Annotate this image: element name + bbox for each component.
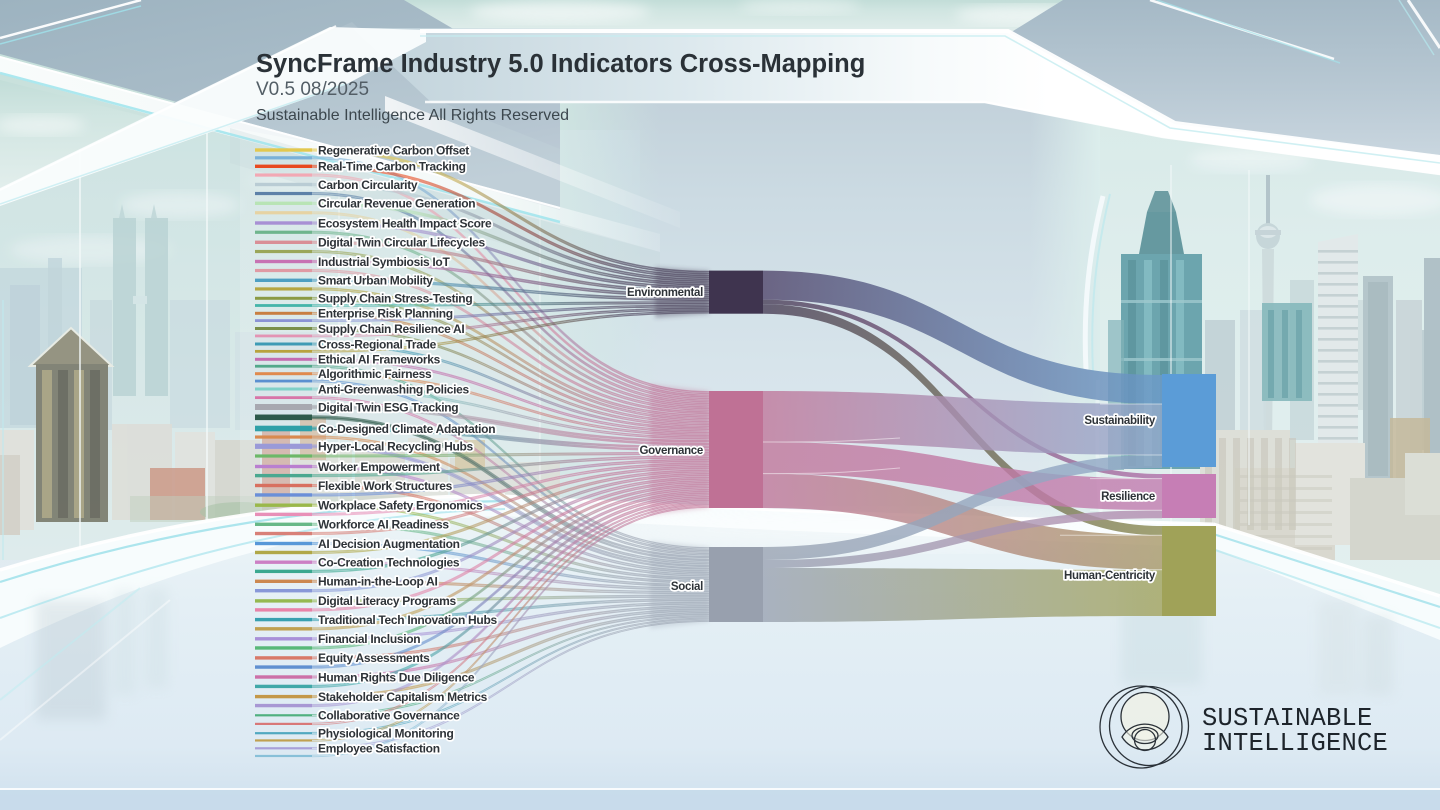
svg-text:Carbon Circularity: Carbon Circularity	[318, 178, 418, 192]
svg-text:Enterprise Risk Planning: Enterprise Risk Planning	[318, 307, 453, 321]
svg-text:Human-Centricity: Human-Centricity	[1064, 570, 1156, 582]
svg-text:Circular Revenue Generation: Circular Revenue Generation	[318, 197, 475, 211]
svg-text:Digital Twin ESG Tracking: Digital Twin ESG Tracking	[318, 400, 458, 414]
svg-text:Governance: Governance	[640, 445, 703, 457]
svg-text:Supply Chain Stress-Testing: Supply Chain Stress-Testing	[318, 292, 472, 306]
svg-text:Co-Creation Technologies: Co-Creation Technologies	[318, 556, 460, 570]
svg-text:Smart Urban Mobility: Smart Urban Mobility	[318, 274, 433, 288]
svg-text:Human Rights Due Diligence: Human Rights Due Diligence	[318, 670, 475, 684]
svg-text:Resilience: Resilience	[1101, 491, 1155, 503]
svg-text:Supply Chain Resilience AI: Supply Chain Resilience AI	[318, 322, 464, 336]
svg-text:Social: Social	[671, 581, 703, 593]
svg-text:AI Decision Augmentation: AI Decision Augmentation	[318, 537, 460, 551]
svg-text:Workplace Safety Ergonomics: Workplace Safety Ergonomics	[318, 499, 483, 513]
svg-text:SUSTAINABLE: SUSTAINABLE	[1202, 704, 1373, 733]
svg-text:Anti-Greenwashing Policies: Anti-Greenwashing Policies	[318, 382, 470, 396]
svg-text:Physiological Monitoring: Physiological Monitoring	[318, 727, 453, 741]
svg-text:Ecosystem Health Impact Score: Ecosystem Health Impact Score	[318, 216, 492, 230]
svg-text:Hyper-Local Recycling Hubs: Hyper-Local Recycling Hubs	[318, 440, 474, 454]
svg-text:Environmental: Environmental	[627, 287, 703, 299]
svg-text:Digital Twin Circular Lifecycl: Digital Twin Circular Lifecycles	[318, 236, 486, 250]
svg-text:Equity Assessments: Equity Assessments	[318, 651, 430, 665]
svg-text:Collaborative Governance: Collaborative Governance	[318, 709, 460, 723]
svg-text:Cross-Regional Trade: Cross-Regional Trade	[318, 337, 437, 351]
svg-text:SyncFrame Industry 5.0 Indicat: SyncFrame Industry 5.0 Indicators Cross-…	[256, 50, 865, 78]
svg-text:Flexible Work Structures: Flexible Work Structures	[318, 479, 453, 493]
svg-text:Digital Literacy Programs: Digital Literacy Programs	[318, 594, 457, 608]
svg-text:Stakeholder Capitalism Metrics: Stakeholder Capitalism Metrics	[318, 690, 488, 704]
svg-text:Traditional Tech Innovation Hu: Traditional Tech Innovation Hubs	[318, 613, 497, 627]
svg-text:Ethical AI Frameworks: Ethical AI Frameworks	[318, 353, 441, 367]
svg-text:Algorithmic Fairness: Algorithmic Fairness	[318, 367, 432, 381]
svg-text:Real-Time Carbon Tracking: Real-Time Carbon Tracking	[318, 160, 466, 174]
svg-text:Employee Satisfaction: Employee Satisfaction	[318, 742, 440, 756]
svg-text:Regenerative Carbon Offset: Regenerative Carbon Offset	[318, 143, 469, 157]
svg-text:Human-in-the-Loop AI: Human-in-the-Loop AI	[318, 575, 438, 589]
svg-text:Industrial Symbiosis IoT: Industrial Symbiosis IoT	[318, 255, 450, 269]
svg-text:V0.5 08/2025: V0.5 08/2025	[256, 79, 369, 100]
svg-text:Co-Designed Climate Adaptation: Co-Designed Climate Adaptation	[318, 422, 495, 436]
svg-text:Sustainable Intelligence All R: Sustainable Intelligence All Rights Rese…	[256, 107, 569, 124]
svg-text:Workforce AI Readiness: Workforce AI Readiness	[318, 518, 449, 532]
svg-text:Sustainability: Sustainability	[1084, 415, 1155, 427]
svg-text:INTELLIGENCE: INTELLIGENCE	[1202, 729, 1388, 758]
svg-text:Worker Empowerment: Worker Empowerment	[318, 460, 440, 474]
svg-text:Financial Inclusion: Financial Inclusion	[318, 632, 420, 646]
